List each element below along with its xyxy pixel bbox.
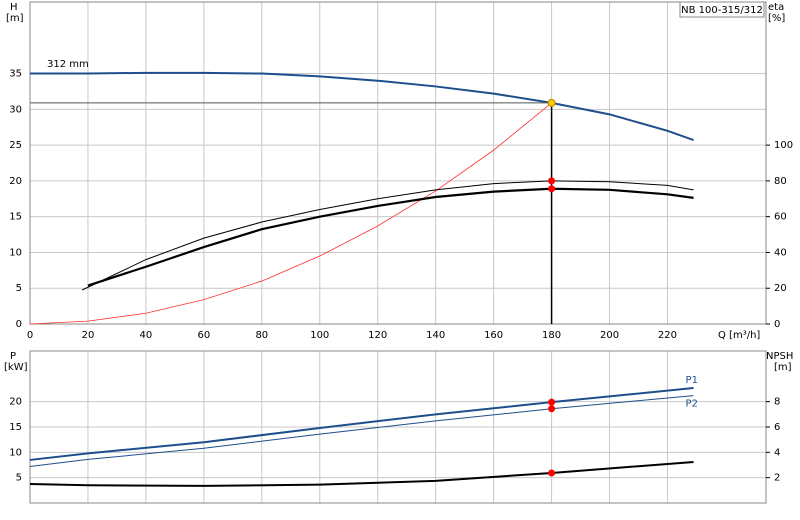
y-tick-label: 25 — [9, 140, 22, 151]
y2-axis-label: eta — [768, 2, 784, 13]
duty-point — [548, 469, 556, 477]
y-tick-label: 20 — [9, 176, 22, 187]
curve — [29, 386, 694, 461]
y-axis-label: H — [10, 2, 18, 13]
y-axis-unit: [m] — [6, 13, 24, 24]
x-tick-label: 140 — [426, 330, 445, 341]
chart-title: NB 100-315/312 — [681, 5, 763, 16]
y2-tick-label: 100 — [774, 140, 793, 151]
y-axis-label: P — [10, 351, 16, 362]
impeller-label: 312 mm — [47, 59, 89, 70]
y-tick-label: 20 — [9, 397, 22, 408]
x-tick-label: 120 — [368, 330, 387, 341]
curve — [29, 460, 694, 487]
y-tick-label: 10 — [9, 247, 22, 258]
title-box — [679, 1, 765, 18]
x-tick-label: 40 — [140, 330, 153, 341]
curve — [87, 187, 694, 287]
duty-point — [548, 177, 556, 185]
y-tick-label: 35 — [9, 69, 22, 80]
y2-tick-label: 2 — [774, 473, 780, 484]
y-tick-label: 0 — [16, 319, 22, 330]
series-label: P1 — [686, 375, 698, 386]
curve — [29, 395, 694, 468]
curve — [81, 180, 694, 291]
x-tick-label: 100 — [310, 330, 329, 341]
x-tick-label: 180 — [542, 330, 561, 341]
x-axis-label: Q [m³/h] — [718, 330, 760, 341]
y2-tick-label: 60 — [774, 212, 787, 223]
y2-tick-label: 6 — [774, 422, 780, 433]
x-tick-label: 200 — [600, 330, 619, 341]
y-axis-unit: [kW] — [4, 362, 28, 373]
y2-tick-label: 4 — [774, 447, 780, 458]
y2-axis-unit: [%] — [768, 13, 785, 24]
y-tick-label: 15 — [9, 422, 22, 433]
curve — [29, 102, 552, 325]
x-tick-label: 220 — [658, 330, 677, 341]
y-tick-label: 5 — [16, 283, 22, 294]
y2-tick-label: 80 — [774, 176, 787, 187]
x-tick-label: 0 — [27, 330, 33, 341]
x-tick-label: 160 — [484, 330, 503, 341]
y-tick-label: 10 — [9, 447, 22, 458]
y2-axis-label: NPSH — [766, 351, 793, 362]
duty-point — [548, 398, 556, 406]
duty-point — [547, 98, 556, 107]
duty-point — [548, 405, 556, 413]
x-tick-label: 80 — [255, 330, 268, 341]
y-tick-label: 30 — [9, 104, 22, 115]
x-tick-label: 60 — [197, 330, 210, 341]
top-plot-frame — [29, 1, 767, 325]
series-label: P2 — [686, 399, 698, 410]
y-tick-label: 15 — [9, 212, 22, 223]
y2-tick-label: 40 — [774, 247, 787, 258]
y-tick-label: 5 — [16, 473, 22, 484]
y2-tick-label: 20 — [774, 283, 787, 294]
y2-tick-label: 0 — [774, 319, 780, 330]
duty-point — [548, 185, 556, 193]
x-tick-label: 20 — [82, 330, 95, 341]
y2-axis-unit: [m] — [774, 362, 792, 373]
y2-tick-label: 8 — [774, 397, 780, 408]
curve — [30, 71, 694, 142]
